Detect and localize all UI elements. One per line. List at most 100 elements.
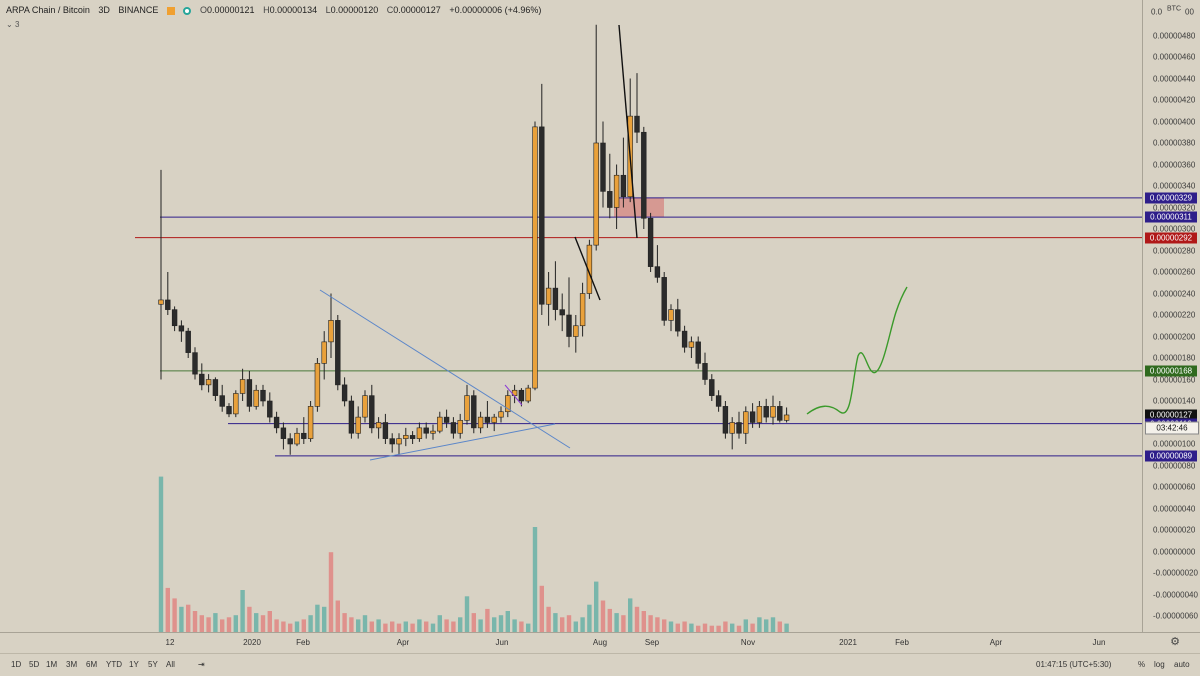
candle (736, 422, 742, 434)
volume-bar (553, 613, 558, 632)
volume-bar (451, 621, 456, 632)
candle (171, 309, 178, 327)
volume-bar (587, 604, 592, 632)
time-tick-label: Nov (740, 638, 756, 647)
price-tick-label: 0.00000200 (1153, 332, 1196, 341)
volume-bar (267, 611, 272, 632)
symbol-name[interactable]: ARPA Chain / Bitcoin (6, 5, 90, 15)
percent-toggle[interactable]: % (1138, 660, 1146, 669)
date-range-icon[interactable]: ⇥ (198, 660, 205, 669)
candle (532, 126, 538, 389)
indicator-collapse[interactable]: ⌄ 3 (6, 20, 19, 29)
volume-bar (675, 623, 680, 632)
time-tick-label: Jun (495, 638, 509, 647)
range-button[interactable]: 6M (86, 660, 98, 669)
candle (477, 416, 484, 429)
candle (233, 393, 239, 415)
volume-bar (566, 615, 572, 632)
volume-bar (682, 621, 687, 632)
volume-bar (757, 617, 762, 632)
candle (430, 430, 436, 434)
auto-toggle[interactable]: auto (1174, 660, 1190, 669)
price-tick-label: -0.00000060 (1153, 611, 1198, 621)
candle (600, 142, 606, 192)
range-button[interactable]: 5Y (148, 660, 158, 669)
range-button[interactable]: 3M (66, 660, 78, 669)
volume-bar (668, 621, 674, 632)
price-axis[interactable]: 0.0 BTC 00 0.00000480 0.00000460 0.0000044… (1142, 0, 1200, 632)
volume-bar (532, 527, 538, 632)
volume-bar (288, 623, 293, 632)
time-tick-label: Feb (296, 638, 310, 647)
price-tick-label: 0.00000180 (1153, 353, 1196, 363)
time-tick-label: Sep (644, 638, 660, 647)
candle (498, 411, 504, 418)
range-button[interactable]: YTD (106, 660, 122, 669)
candle (219, 395, 225, 407)
interval-label[interactable]: 3D (98, 5, 110, 15)
candle (593, 142, 599, 246)
volume-bar (226, 617, 232, 632)
candle (416, 427, 423, 439)
projection-path (806, 286, 908, 415)
volume-bar (328, 552, 334, 632)
candle (654, 266, 661, 278)
candle (382, 422, 389, 439)
symbol-header: ARPA Chain / Bitcoin 3D BINANCE O0.00000… (6, 5, 547, 19)
volume-bar (573, 621, 578, 632)
flag-icon[interactable] (166, 6, 175, 15)
volume-bar (240, 590, 245, 632)
candle (239, 379, 246, 394)
trendline-ascending (369, 423, 556, 461)
volume-bar (607, 608, 612, 632)
price-tick-label: 0.00000320 (1153, 203, 1196, 212)
clock-display[interactable]: 01:47:15 (UTC+5:30) (1036, 660, 1112, 669)
candle (362, 395, 368, 418)
time-tick-label: Apr (396, 638, 410, 647)
price-tick-label: -0.00000020 (1153, 568, 1198, 578)
candle (165, 299, 171, 310)
candle (763, 406, 769, 418)
time-tick-label: Jun (1092, 638, 1106, 647)
volume-bar (498, 615, 504, 632)
range-button[interactable]: 5D (29, 660, 40, 669)
close-value: 0.00000127 (393, 5, 441, 15)
candle (518, 389, 525, 402)
volume-bar (539, 585, 544, 632)
indicator-count: 3 (14, 20, 20, 29)
price-tick-label: 0.00000460 (1153, 52, 1196, 62)
candle (539, 126, 545, 305)
range-button[interactable]: 1D (11, 660, 22, 669)
range-button[interactable]: 1Y (129, 660, 139, 669)
candle (695, 341, 701, 364)
volume-bar (260, 615, 266, 632)
price-tick-label: 0.00000020 (1153, 525, 1196, 535)
range-button[interactable]: All (166, 660, 175, 669)
candle (552, 287, 559, 310)
candle (471, 395, 477, 429)
breakout-marker (504, 384, 523, 406)
candle (783, 414, 790, 421)
log-toggle[interactable]: log (1154, 660, 1165, 669)
time-axis[interactable]: 12 2020 Feb Apr Jun Aug Sep Nov 2021 Feb Apr Jun (0, 632, 1200, 653)
volume-bar (315, 604, 320, 632)
gear-icon[interactable]: ⚙ (1170, 636, 1180, 648)
price-tick-label: 0.00000440 (1153, 74, 1196, 83)
price-badge: 0.00000089 (1145, 450, 1197, 462)
candle (634, 115, 640, 133)
candle (355, 416, 361, 434)
volume-bar (594, 581, 599, 632)
status-dot-icon (183, 6, 192, 15)
candle (688, 341, 695, 348)
price-chart[interactable] (0, 0, 1142, 632)
volume-bar (702, 623, 708, 632)
candle (185, 330, 191, 353)
candle (307, 406, 314, 439)
price-tick-label: 0.00000160 (1153, 375, 1196, 384)
price-tick-label: -0.00000040 (1153, 590, 1198, 599)
range-button[interactable]: 1M (46, 660, 58, 669)
chart-area[interactable]: ARPA Chain / Bitcoin 3D BINANCE O0.00000… (0, 0, 1142, 632)
candle (443, 416, 450, 423)
volume-bar (158, 476, 164, 632)
candle (389, 438, 395, 445)
